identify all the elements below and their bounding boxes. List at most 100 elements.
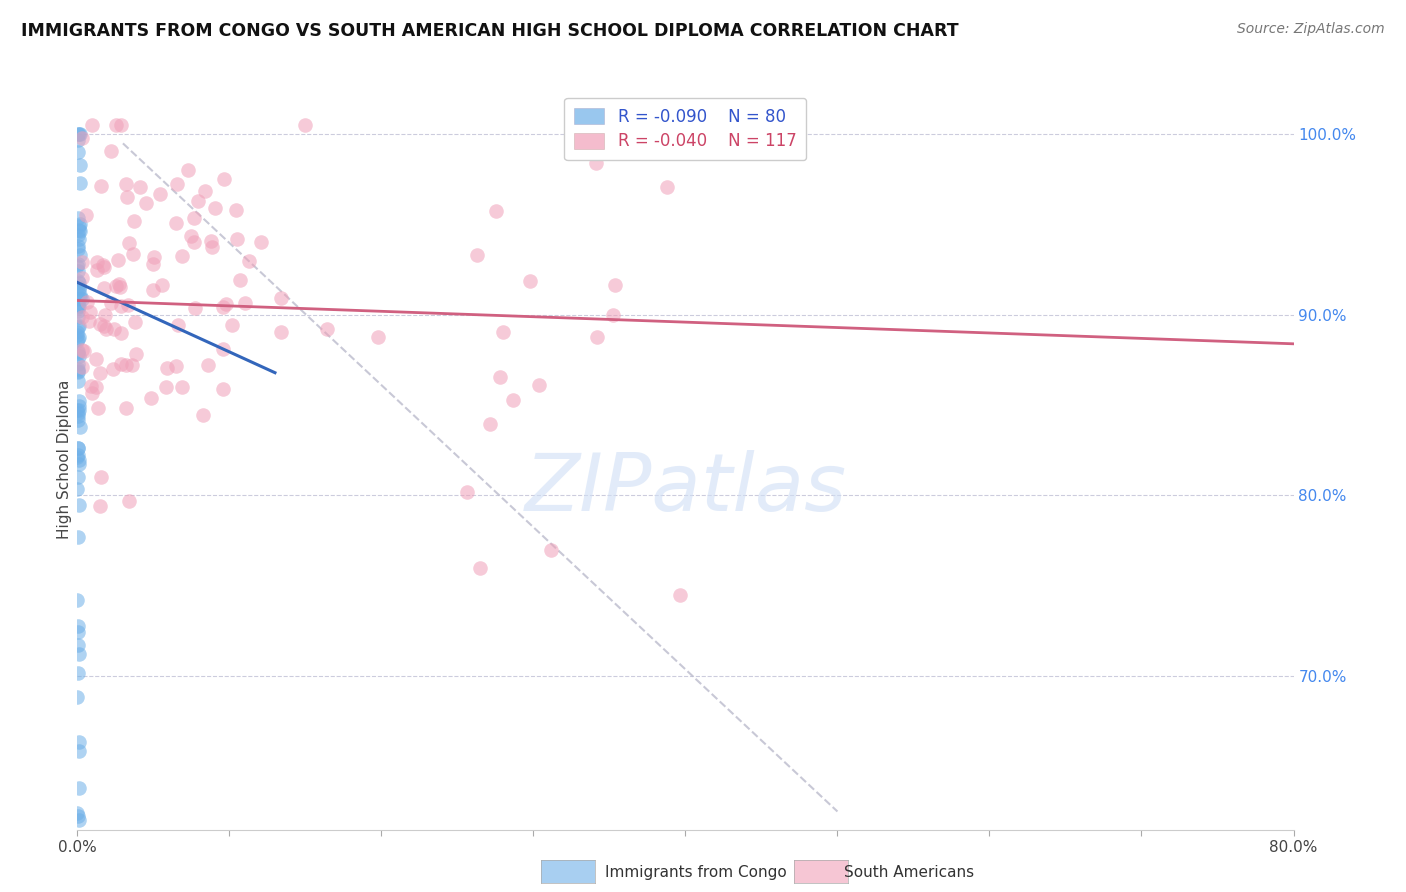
Point <box>270 291 292 305</box>
Point <box>128 180 150 194</box>
Text: IMMIGRANTS FROM CONGO VS SOUTH AMERICAN HIGH SCHOOL DIPLOMA CORRELATION CHART: IMMIGRANTS FROM CONGO VS SOUTH AMERICAN … <box>21 22 959 40</box>
Point <box>67 282 90 296</box>
Point <box>67 303 90 318</box>
Point <box>67 264 90 278</box>
Point <box>489 370 512 384</box>
Point <box>67 346 90 360</box>
Point <box>100 295 122 310</box>
Point <box>66 809 89 823</box>
Point <box>67 458 90 472</box>
Point <box>67 228 90 243</box>
Point <box>456 485 478 500</box>
Point <box>90 470 112 484</box>
Point <box>69 158 91 172</box>
Point <box>66 343 89 358</box>
Point <box>67 638 90 652</box>
Point <box>66 593 89 607</box>
Point <box>94 308 117 322</box>
Point <box>197 359 219 373</box>
Point <box>86 262 108 277</box>
Point <box>79 378 101 392</box>
Point <box>67 365 90 379</box>
Point <box>200 235 222 249</box>
Point <box>93 281 115 295</box>
Point <box>110 299 132 313</box>
Point <box>93 258 115 272</box>
Point <box>77 314 100 328</box>
Point <box>105 278 128 293</box>
Point <box>69 224 91 238</box>
Point <box>67 814 90 828</box>
Point <box>122 247 145 261</box>
Point <box>96 322 118 336</box>
Point <box>67 219 90 233</box>
Point <box>93 318 115 333</box>
Point <box>485 203 508 218</box>
Point <box>121 358 143 372</box>
Point <box>69 223 91 237</box>
Point <box>67 300 90 314</box>
Text: South Americans: South Americans <box>844 865 974 880</box>
Point <box>294 118 316 132</box>
Point <box>67 399 90 413</box>
Point <box>66 690 89 705</box>
Point <box>225 203 247 218</box>
Text: Immigrants from Congo: Immigrants from Congo <box>605 865 786 880</box>
Point <box>100 145 122 159</box>
Point <box>89 366 111 380</box>
Point <box>170 380 193 394</box>
Point <box>67 666 90 681</box>
Point <box>67 441 90 455</box>
Point <box>142 250 165 264</box>
Point <box>149 186 172 201</box>
Point <box>529 378 551 392</box>
Point <box>69 287 91 301</box>
Point <box>67 232 90 246</box>
Point <box>67 293 90 307</box>
Text: Source: ZipAtlas.com: Source: ZipAtlas.com <box>1237 22 1385 37</box>
Point <box>150 277 173 292</box>
Point <box>75 208 97 222</box>
Point <box>67 333 90 347</box>
Point <box>67 281 90 295</box>
Point <box>66 403 89 417</box>
Point <box>69 247 91 261</box>
Point <box>212 300 235 314</box>
Point <box>66 334 89 348</box>
Point <box>184 301 207 316</box>
Point <box>367 330 389 344</box>
Point <box>249 235 271 249</box>
Point <box>115 190 138 204</box>
Point <box>69 291 91 305</box>
Point <box>108 277 131 291</box>
Point <box>67 403 90 417</box>
Point <box>70 255 93 269</box>
Point <box>86 380 108 394</box>
Point <box>73 344 96 359</box>
Point <box>67 394 90 409</box>
Point <box>540 542 562 557</box>
Point <box>668 588 690 602</box>
Point <box>479 417 502 431</box>
Point <box>118 494 141 508</box>
Point <box>67 413 90 427</box>
Point <box>90 178 112 193</box>
Point <box>86 352 108 367</box>
Point <box>67 145 90 160</box>
Point <box>117 298 139 312</box>
Point <box>103 362 125 376</box>
Point <box>66 406 89 420</box>
Point <box>86 255 108 269</box>
Point <box>66 357 89 371</box>
Point <box>201 240 224 254</box>
Point <box>70 359 93 374</box>
Point <box>79 304 101 318</box>
Point <box>67 530 90 544</box>
Point <box>67 349 90 363</box>
Point <box>69 217 91 231</box>
Point <box>93 260 115 274</box>
Point <box>89 317 111 331</box>
Point <box>66 374 89 388</box>
Point <box>67 277 90 291</box>
Point <box>67 298 90 312</box>
